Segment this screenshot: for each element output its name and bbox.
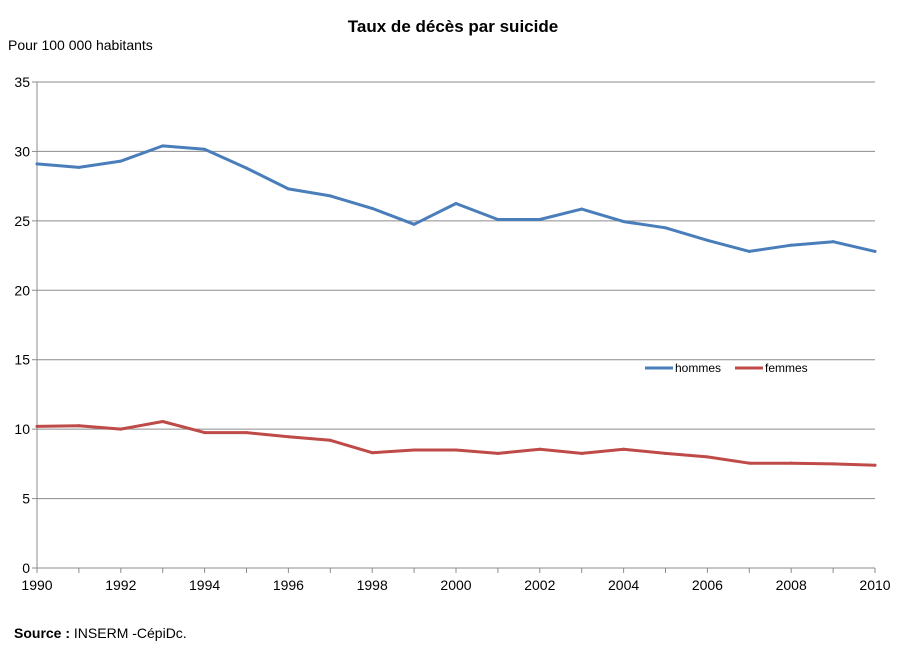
y-tick-label: 5 [22, 491, 30, 507]
data-point-hommes [580, 207, 584, 211]
data-point-hommes [622, 220, 626, 224]
x-tick-label: 2006 [692, 577, 723, 593]
data-point-femmes [328, 438, 332, 442]
series-line-hommes [35, 144, 877, 253]
data-point-femmes [664, 451, 667, 455]
data-point-hommes [245, 166, 248, 170]
y-tick-label: 30 [14, 143, 30, 159]
data-point-femmes [454, 448, 458, 452]
x-tick-label: 2002 [524, 577, 555, 593]
data-point-hommes [747, 249, 751, 253]
legend: hommes femmes [645, 361, 808, 375]
y-tick-label: 25 [14, 213, 30, 229]
data-point-hommes [119, 159, 123, 163]
data-point-hommes [789, 243, 793, 247]
data-point-hommes [664, 226, 667, 230]
data-point-femmes [747, 461, 751, 465]
data-point-femmes [622, 447, 626, 451]
data-point-femmes [119, 427, 123, 431]
x-tick-label: 1996 [273, 577, 304, 593]
data-point-femmes [789, 461, 793, 465]
data-point-hommes [328, 194, 332, 198]
data-point-hommes [77, 165, 81, 169]
data-point-hommes [496, 217, 500, 221]
series-line-femmes [35, 420, 877, 467]
data-point-hommes [161, 144, 165, 148]
x-tick-label: 1992 [105, 577, 136, 593]
data-point-femmes [77, 424, 81, 428]
data-point-femmes [370, 451, 374, 455]
y-axis-ticks: 0 5 10 15 20 25 30 35 [14, 74, 37, 576]
x-tick-label: 2010 [859, 577, 890, 593]
chart-title: Taux de décès par suicide [348, 17, 558, 36]
data-point-hommes [454, 202, 458, 205]
data-point-femmes [538, 447, 542, 451]
data-point-femmes [203, 431, 207, 435]
data-point-femmes [705, 455, 709, 459]
y-axis-unit-label: Pour 100 000 habitants [8, 37, 153, 53]
data-point-hommes [286, 187, 290, 191]
x-tick-label: 1990 [21, 577, 52, 593]
y-tick-label: 15 [14, 352, 30, 368]
x-tick-label: 1994 [189, 577, 220, 593]
x-tick-label: 2008 [776, 577, 807, 593]
y-tick-label: 0 [22, 560, 30, 576]
legend-label-femmes: femmes [765, 361, 808, 375]
legend-label-hommes: hommes [675, 361, 721, 375]
data-point-femmes [831, 462, 835, 466]
series-lines [35, 144, 877, 467]
data-point-femmes [286, 435, 290, 439]
data-point-hommes [831, 240, 835, 244]
data-point-femmes [580, 451, 584, 455]
axes [36, 82, 875, 569]
y-tick-label: 35 [14, 74, 30, 90]
data-point-hommes [35, 162, 39, 166]
source-text: INSERM -CépiDc. [70, 625, 187, 641]
data-point-femmes [873, 463, 877, 467]
source-label: Source : [14, 625, 71, 641]
data-point-hommes [538, 217, 542, 221]
x-tick-label: 1998 [357, 577, 388, 593]
data-point-hommes [873, 249, 877, 253]
data-point-hommes [203, 147, 207, 151]
gridlines [37, 81, 875, 500]
data-point-femmes [161, 420, 165, 424]
data-point-hommes [412, 222, 416, 226]
data-point-femmes [496, 451, 500, 455]
data-point-femmes [412, 448, 416, 452]
x-axis-ticks: 1990 1992 1994 1996 1998 2000 2002 2004 2006 2008… [21, 568, 891, 593]
x-tick-label: 2004 [608, 577, 639, 593]
y-tick-label: 10 [14, 421, 30, 437]
data-point-femmes [245, 431, 248, 435]
data-point-hommes [705, 238, 709, 242]
source-note: Source : INSERM -CépiDc. [14, 625, 187, 641]
data-point-femmes [35, 424, 39, 428]
data-point-hommes [370, 206, 374, 210]
y-tick-label: 20 [14, 282, 30, 298]
x-tick-label: 2000 [440, 577, 471, 593]
